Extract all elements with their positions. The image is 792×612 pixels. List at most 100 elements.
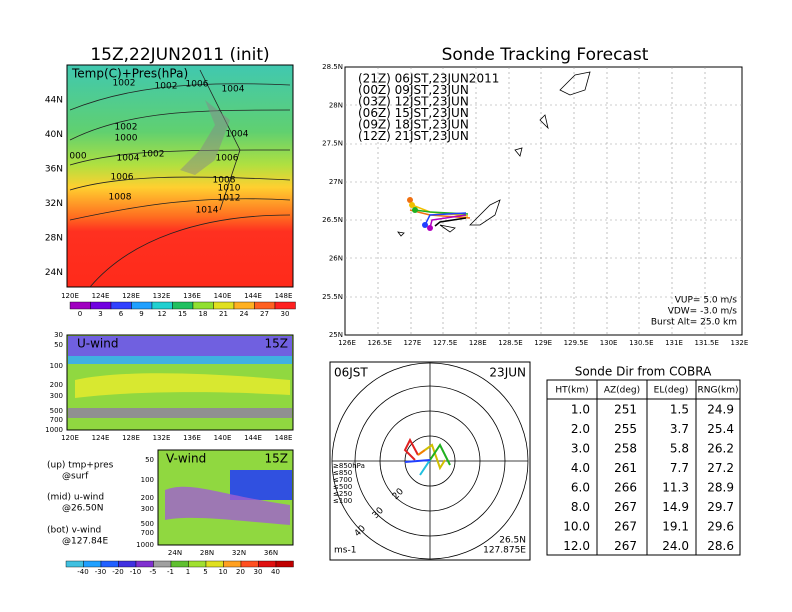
polar-date: 23JUN xyxy=(489,366,526,380)
colorbar-cell xyxy=(110,301,132,310)
uwind-band xyxy=(68,356,292,364)
track-point xyxy=(407,197,413,203)
y-tick-label: 28N xyxy=(329,101,343,109)
colorbar-cell xyxy=(240,560,259,568)
table-cell: 14.9 xyxy=(662,500,689,514)
y-tick-label: 27N xyxy=(329,178,343,186)
colorbar-label: -1 xyxy=(167,568,174,576)
legend-entry: (12Z) 21JST,23JUN xyxy=(358,129,469,143)
y-tick-label: 28N xyxy=(45,234,63,244)
table-cell: 2.0 xyxy=(571,422,590,436)
level-label: ≤250 xyxy=(333,490,352,498)
map-label: Temp(C)+Pres(hPa) xyxy=(71,67,188,81)
polar-lat: 26.5N xyxy=(499,536,526,546)
table-cell: 251 xyxy=(614,403,637,417)
isobar-label: 1006 xyxy=(111,173,134,183)
table-cell: 25.4 xyxy=(707,422,734,436)
colorbar-cell xyxy=(275,560,294,568)
colorbar-cell xyxy=(83,560,102,568)
track-point xyxy=(422,222,428,228)
table-header: HT(km) xyxy=(555,386,588,396)
note: @surf xyxy=(62,472,89,482)
y-tick-label: 500 xyxy=(50,407,63,415)
table-cell: 1.5 xyxy=(670,403,689,417)
colorbar-label: 27 xyxy=(260,310,269,318)
table-cell: 29.6 xyxy=(707,520,734,534)
y-tick-label: 300 xyxy=(50,392,63,400)
table-cell: 261 xyxy=(614,461,637,475)
colorbar-label: 30 xyxy=(281,310,290,318)
level-label: ≥850hPa xyxy=(333,462,365,470)
table-header: AZ(deg) xyxy=(604,386,640,396)
x-tick-label: 128E xyxy=(122,434,140,442)
table-cell: 266 xyxy=(614,481,637,495)
colorbar-label: 1 xyxy=(186,568,190,576)
x-tick-label: 144E xyxy=(244,292,262,300)
colorbar-label: -20 xyxy=(112,568,123,576)
colorbar-cell xyxy=(151,301,173,310)
y-tick-label: 300 xyxy=(141,505,154,513)
colorbar-label: 40 xyxy=(271,568,280,576)
x-tick-label: 136E xyxy=(183,292,201,300)
x-tick-label: 130E xyxy=(600,339,618,347)
table-cell: 19.1 xyxy=(662,520,689,534)
colorbar-cell xyxy=(65,560,84,568)
colorbar-cell xyxy=(254,301,276,310)
track-grid xyxy=(345,67,742,335)
table-frame xyxy=(546,379,741,556)
table-header: EL(deg) xyxy=(654,386,689,396)
colorbar-label: 30 xyxy=(254,568,263,576)
x-tick-label: 128E xyxy=(122,292,140,300)
table-cell: 10.0 xyxy=(563,520,590,534)
x-tick-label: 128E xyxy=(469,339,487,347)
table-cell: 255 xyxy=(614,422,637,436)
table-header: RNG(km) xyxy=(698,386,739,396)
y-tick-label: 200 xyxy=(50,381,63,389)
isobar-label: 1014 xyxy=(196,206,219,216)
colorbar-label: 24 xyxy=(240,310,249,318)
colorbar-cell xyxy=(131,301,153,310)
x-tick-label: 120E xyxy=(61,292,79,300)
table-cell: 267 xyxy=(614,500,637,514)
colorbar-cell xyxy=(274,301,296,310)
colorbar-cell xyxy=(233,301,255,310)
colorbar-label: -10 xyxy=(130,568,141,576)
hodograph xyxy=(403,437,451,476)
vwind-time: 15Z xyxy=(265,452,289,466)
isobar-label: 1004 xyxy=(222,85,245,95)
level-label: ≤700 xyxy=(333,476,352,484)
colorbar-cell xyxy=(135,560,154,568)
track-param: VDW= -3.0 m/s xyxy=(668,307,738,317)
colorbar-label: 20 xyxy=(236,568,245,576)
colorbar-label: 6 xyxy=(119,310,124,318)
isobar-label: 1002 xyxy=(142,150,165,160)
colorbar-cell xyxy=(90,301,112,310)
y-tick-label: 100 xyxy=(50,362,63,370)
legend-entry: (09Z) 18JST,23JUN xyxy=(358,118,469,132)
x-tick-label: 127E xyxy=(404,339,422,347)
coastline xyxy=(397,71,591,237)
isobar-label: 1002 xyxy=(113,79,136,89)
map-title: 15Z,22JUN2011 (init) xyxy=(90,45,269,65)
y-tick-label: 700 xyxy=(50,416,63,424)
colorbar-label: 15 xyxy=(178,310,187,318)
isobar-label: 1000 xyxy=(115,134,138,144)
level-label: ≤850 xyxy=(333,469,352,477)
x-tick-label: 28N xyxy=(200,549,214,557)
table-cell: 5.8 xyxy=(670,442,689,456)
y-tick-label: 32N xyxy=(45,199,63,209)
y-tick-label: 40N xyxy=(45,130,63,140)
table-cell: 4.0 xyxy=(571,461,590,475)
x-tick-label: 131E xyxy=(665,339,683,347)
polar-lon: 127.875E xyxy=(483,546,526,556)
y-tick-label: 26.5N xyxy=(322,216,343,224)
table-cell: 26.2 xyxy=(707,442,734,456)
isobar-label: 1002 xyxy=(155,82,178,92)
level-label: ≤500 xyxy=(333,483,352,491)
colorbar-label: 18 xyxy=(199,310,208,318)
colorbar-cell xyxy=(172,301,194,310)
isobar-label: 1008 xyxy=(109,193,132,203)
isobar-label: 1004 xyxy=(226,130,249,140)
colorbar-cell xyxy=(205,560,224,568)
